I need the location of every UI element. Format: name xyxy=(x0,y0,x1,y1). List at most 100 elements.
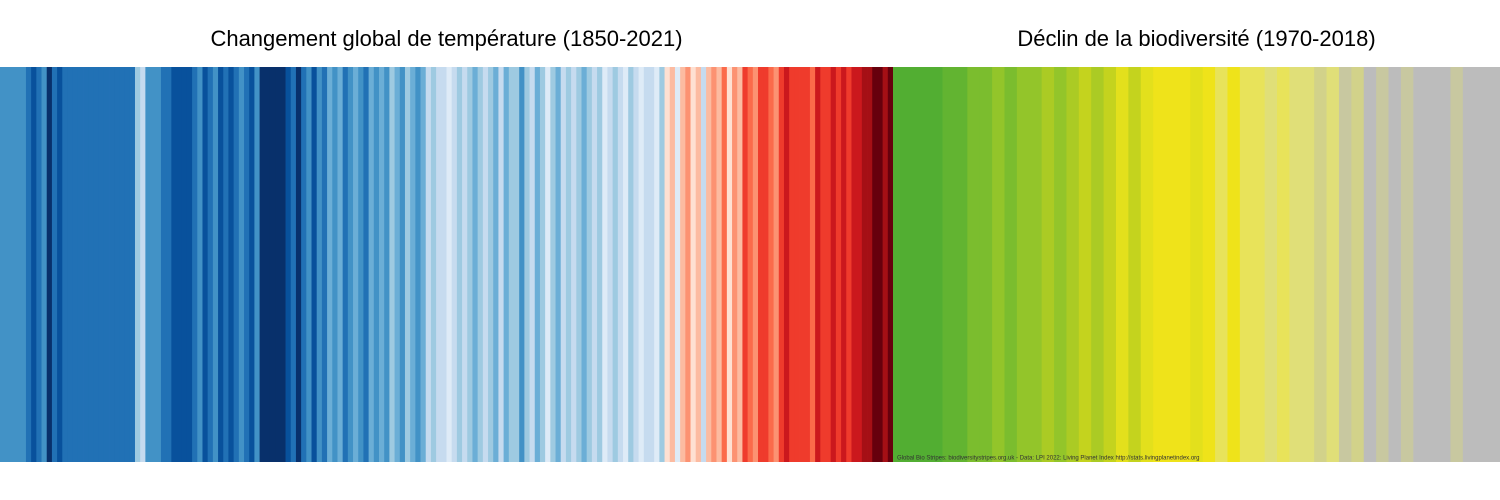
stripe xyxy=(192,67,198,462)
stripe xyxy=(160,67,167,462)
stripe xyxy=(763,67,769,462)
stripe xyxy=(638,67,645,462)
stripe xyxy=(809,67,816,462)
stripe xyxy=(212,67,219,462)
stripe xyxy=(373,67,380,462)
stripe xyxy=(700,67,707,462)
stripe xyxy=(856,67,863,462)
stripe xyxy=(550,67,556,462)
stripe xyxy=(482,67,489,462)
stripe xyxy=(846,67,852,462)
stripe xyxy=(181,67,188,462)
stripe xyxy=(752,67,759,462)
stripe xyxy=(275,67,281,462)
stripe xyxy=(1413,67,1427,462)
stripe xyxy=(358,67,364,462)
stripe xyxy=(109,67,115,462)
stripe xyxy=(773,67,780,462)
stripe xyxy=(716,67,723,462)
stripe xyxy=(1363,67,1377,462)
stripe xyxy=(1153,67,1166,462)
stripe xyxy=(218,67,224,462)
chart-title: Déclin de la biodiversité (1970-2018) xyxy=(1017,26,1375,51)
stripe xyxy=(467,67,473,462)
stripe xyxy=(124,67,131,462)
stripe xyxy=(197,67,203,462)
stripe xyxy=(88,67,94,462)
stripe xyxy=(1215,67,1228,462)
stripe xyxy=(15,67,22,462)
stripe xyxy=(493,67,499,462)
stripe xyxy=(1054,67,1067,462)
stripe xyxy=(1078,67,1092,462)
stripe xyxy=(954,67,968,462)
stripe xyxy=(628,67,634,462)
stripe xyxy=(384,67,390,462)
stripe xyxy=(83,67,89,462)
stripe xyxy=(742,67,749,462)
stripe xyxy=(726,67,733,462)
stripe xyxy=(223,67,229,462)
stripe xyxy=(1376,67,1389,462)
stripe xyxy=(1450,67,1464,462)
stripe xyxy=(311,67,318,462)
stripe xyxy=(711,67,717,462)
stripe xyxy=(503,67,510,462)
stripe xyxy=(119,67,126,462)
stripe xyxy=(1029,67,1043,462)
stripe xyxy=(1487,67,1500,462)
stripe xyxy=(244,67,250,462)
stripe xyxy=(930,67,943,462)
stripe xyxy=(1338,67,1352,462)
stripe xyxy=(576,67,582,462)
stripe xyxy=(534,67,541,462)
stripe xyxy=(436,67,442,462)
stripe xyxy=(5,67,11,462)
stripe xyxy=(747,67,754,462)
stripe xyxy=(264,67,271,462)
stripe xyxy=(1041,67,1055,462)
stripe xyxy=(25,67,32,462)
stripe xyxy=(887,67,894,462)
stripe xyxy=(186,67,193,462)
stripe xyxy=(1239,67,1253,462)
stripe xyxy=(103,67,110,462)
stripe xyxy=(721,67,728,462)
stripe xyxy=(347,67,354,462)
stripe xyxy=(942,67,956,462)
stripe xyxy=(861,67,868,462)
stripe xyxy=(597,67,603,462)
stripe xyxy=(238,67,245,462)
stripe xyxy=(1165,67,1179,462)
stripe xyxy=(643,67,650,462)
stripe xyxy=(1128,67,1142,462)
stripe xyxy=(368,67,375,462)
stripe xyxy=(893,67,906,462)
stripe xyxy=(321,67,328,462)
stripe xyxy=(0,67,6,462)
stripe xyxy=(207,67,214,462)
stripe xyxy=(680,67,686,462)
stripe xyxy=(835,67,842,462)
stripe xyxy=(768,67,774,462)
stripe xyxy=(804,67,811,462)
stripe xyxy=(685,67,691,462)
stripe xyxy=(545,67,551,462)
stripe xyxy=(363,67,370,462)
stripe xyxy=(607,67,614,462)
stripe xyxy=(979,67,993,462)
stripe xyxy=(456,67,463,462)
stripe xyxy=(379,67,385,462)
stripe xyxy=(648,67,655,462)
stripe xyxy=(732,67,738,462)
stripe xyxy=(669,67,676,462)
stripe xyxy=(1326,67,1340,462)
stripe xyxy=(794,67,800,462)
stripe xyxy=(508,67,515,462)
stripe xyxy=(114,67,120,462)
stripe xyxy=(659,67,665,462)
stripe xyxy=(51,67,58,462)
stripe xyxy=(565,67,572,462)
stripe xyxy=(285,67,292,462)
